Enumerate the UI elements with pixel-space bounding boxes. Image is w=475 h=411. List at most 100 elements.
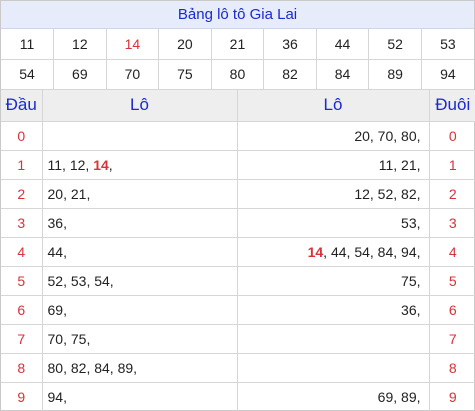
duoi-cell: 1 [429,150,475,180]
loto-grid: Đầu Lô Lô Đuôi 0 20, 70, 80, 0 1 11, 12, 14,… [1,89,475,411]
lo-left-cell: 94, [42,382,238,411]
lo-number: 70 [47,331,64,347]
number-cell: 69 [53,59,107,90]
duoi-cell: 2 [429,179,475,209]
lo-number: 36 [47,215,64,231]
dau-cell: 4 [1,237,43,267]
table-row: 6 69, 36, 6 [1,295,475,325]
header-duoi: Đuôi [429,89,475,122]
lo-left-cell [42,121,238,151]
table-row: 9 94, 69, 89, 9 [1,382,475,411]
number-cell: 52 [368,29,422,60]
lo-number: 54 [354,244,370,260]
lo-number: 44 [47,244,64,260]
numbers-row: 54 69 70 75 80 82 84 89 94 [1,59,474,90]
number-cell: 89 [368,59,422,90]
duoi-cell: 7 [429,324,475,354]
lo-number: 84 [377,244,394,260]
lo-right-cell: 69, 89, [237,382,430,411]
number-cell: 14 [106,29,160,60]
lo-right-cell: 14, 44, 54, 84, 94, [237,237,430,267]
number-cell: 11 [1,29,55,60]
lo-number: 69 [377,389,394,405]
lo-number: 53 [70,273,87,289]
duoi-cell: 3 [429,208,475,238]
dau-cell: 2 [1,179,43,209]
dau-cell: 7 [1,324,43,354]
header-lo-left: Lô [42,89,238,122]
duoi-cell: 5 [429,266,475,296]
dau-cell: 6 [1,295,43,325]
lo-left-cell: 52, 53, 54, [42,266,238,296]
table-row: 7 70, 75, 7 [1,324,475,354]
lo-number: 94 [47,389,64,405]
number-cell: 21 [211,29,265,60]
table-row: 1 11, 12, 14, 11, 21, 1 [1,150,475,180]
number-cell: 12 [53,29,107,60]
lo-number: 11 [378,157,394,173]
lo-right-cell [237,353,430,383]
table-row: 5 52, 53, 54, 75, 5 [1,266,475,296]
numbers-row: 11 12 14 20 21 36 44 52 53 [1,29,474,60]
dau-cell: 8 [1,353,43,383]
lo-left-cell: 36, [42,208,238,238]
lo-number: 69 [47,302,64,318]
lo-left-cell: 44, [42,237,238,267]
number-cell: 53 [421,29,474,60]
table-title: Bảng lô tô Gia Lai [1,1,474,29]
lo-right-cell: 12, 52, 82, [237,179,430,209]
lo-number: 70 [377,128,394,144]
duoi-cell: 6 [429,295,475,325]
number-cell: 44 [316,29,370,60]
lo-number: 12 [69,157,86,173]
lo-number: 80 [401,128,417,144]
lo-number: 80 [47,360,64,376]
dau-cell: 5 [1,266,43,296]
lo-left-cell: 11, 12, 14, [42,150,238,180]
table-row: 2 20, 21, 12, 52, 82, 2 [1,179,475,209]
lo-number: 14 [307,244,324,260]
lo-number: 12 [354,186,370,202]
lo-left-cell: 70, 75, [42,324,238,354]
number-cell: 82 [263,59,317,90]
lo-number: 11 [47,157,63,173]
table-row: 0 20, 70, 80, 0 [1,121,475,151]
lo-number: 36 [401,302,417,318]
dau-cell: 1 [1,150,43,180]
lo-number: 54 [94,273,110,289]
number-cell: 94 [421,59,474,90]
lo-number: 53 [401,215,417,231]
lo-number: 21 [401,157,417,173]
dau-cell: 0 [1,121,43,151]
lo-right-cell: 11, 21, [237,150,430,180]
lo-number: 89 [401,389,417,405]
lo-number: 52 [377,186,394,202]
lo-right-cell: 20, 70, 80, [237,121,430,151]
lo-number: 82 [70,360,87,376]
lo-right-cell: 53, [237,208,430,238]
duoi-cell: 4 [429,237,475,267]
duoi-cell: 9 [429,382,475,411]
header-dau: Đầu [1,89,43,122]
lo-number: 82 [401,186,417,202]
lo-left-cell: 80, 82, 84, 89, [42,353,238,383]
number-cell: 20 [158,29,212,60]
lo-right-cell [237,324,430,354]
header-lo-right: Lô [237,89,430,122]
number-cell: 80 [211,59,265,90]
table-row: 8 80, 82, 84, 89, 8 [1,353,475,383]
lo-number: 52 [47,273,64,289]
dau-cell: 9 [1,382,43,411]
lo-number: 44 [330,244,347,260]
lo-number: 84 [94,360,110,376]
duoi-cell: 0 [429,121,475,151]
grid-header-row: Đầu Lô Lô Đuôi [1,89,475,122]
lo-left-cell: 69, [42,295,238,325]
lo-number: 21 [70,186,87,202]
duoi-cell: 8 [429,353,475,383]
number-cell: 54 [1,59,55,90]
lo-number: 20 [47,186,64,202]
dau-cell: 3 [1,208,43,238]
lo-number: 75 [401,273,417,289]
